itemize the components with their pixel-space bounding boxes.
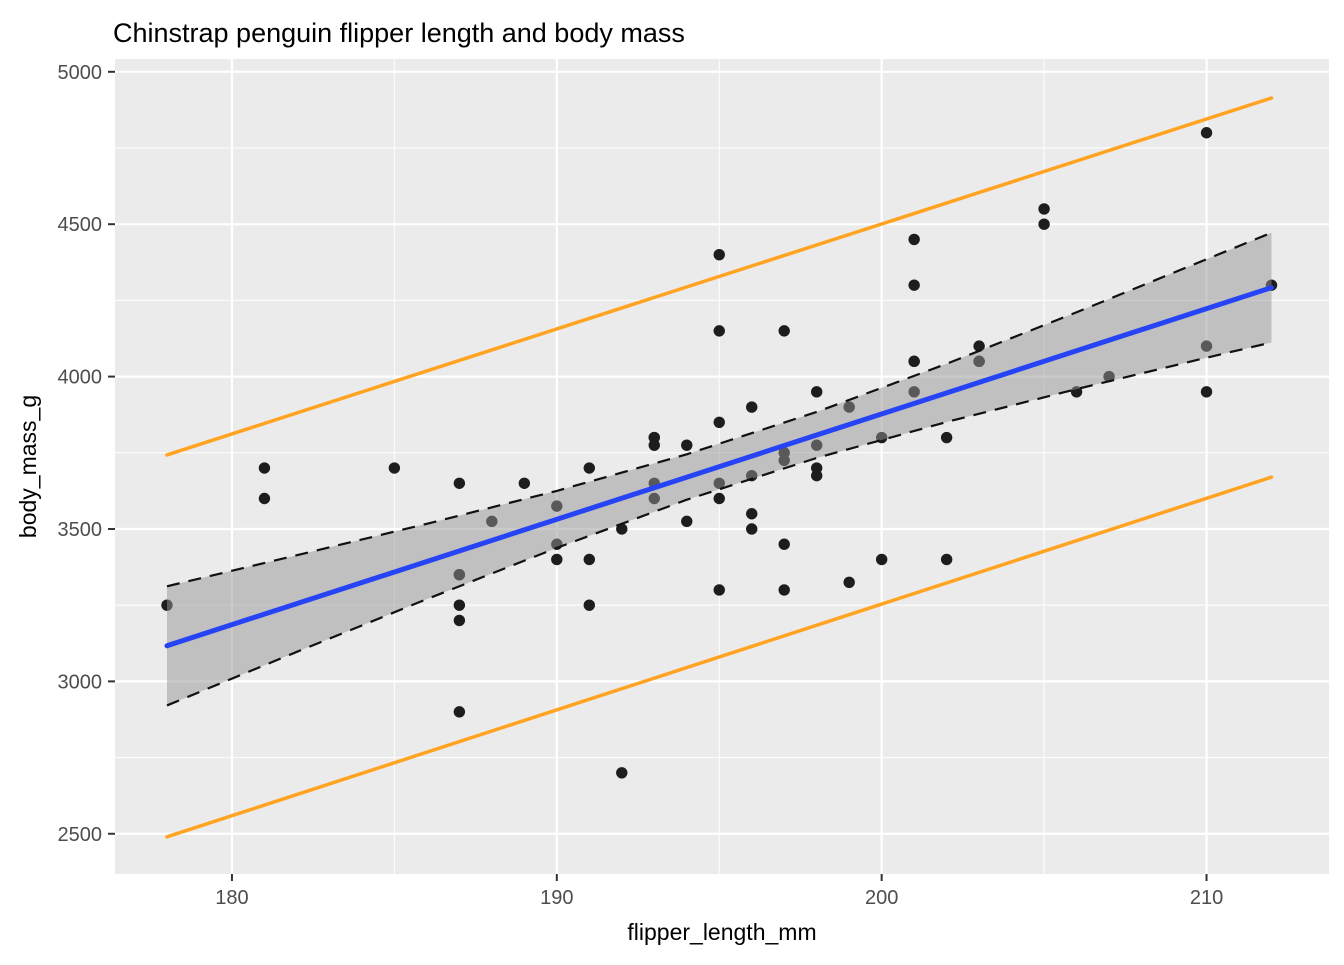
data-point bbox=[453, 599, 466, 611]
x-tick-label: 190 bbox=[540, 887, 573, 909]
y-tick-label: 4500 bbox=[58, 214, 103, 236]
data-point bbox=[258, 462, 271, 474]
data-point bbox=[713, 248, 725, 261]
data-point bbox=[843, 576, 855, 589]
data-point bbox=[453, 614, 466, 627]
data-point bbox=[810, 386, 823, 398]
plot-title: Chinstrap penguin flipper length and bod… bbox=[113, 18, 685, 48]
fit-lines-layer bbox=[164, 96, 1274, 839]
prediction-lower-line bbox=[165, 475, 1274, 839]
data-point bbox=[1038, 218, 1050, 230]
data-point bbox=[746, 523, 758, 535]
data-point bbox=[908, 355, 920, 368]
data-point bbox=[778, 584, 790, 596]
y-tick-label: 2500 bbox=[58, 824, 103, 846]
y-tick-label: 3000 bbox=[58, 671, 103, 693]
data-point bbox=[648, 439, 660, 451]
x-tick-label: 210 bbox=[1190, 887, 1223, 909]
y-tick-label: 3500 bbox=[58, 519, 103, 541]
data-point bbox=[1038, 203, 1050, 215]
data-point bbox=[258, 492, 271, 505]
data-point bbox=[551, 553, 563, 566]
data-point bbox=[908, 233, 920, 246]
data-point bbox=[616, 523, 628, 535]
data-point bbox=[453, 477, 466, 489]
y-tick-label: 4000 bbox=[58, 367, 103, 389]
axis-layer: 180 190 200 210 2500 3000 3500 4000 4500 5000 bbox=[58, 62, 1224, 909]
data-point bbox=[453, 706, 466, 718]
data-point bbox=[1200, 386, 1213, 398]
x-tick-label: 200 bbox=[865, 887, 898, 909]
data-point bbox=[713, 492, 725, 505]
data-point bbox=[616, 767, 628, 779]
data-point bbox=[583, 599, 595, 611]
confidence-band-lower-border bbox=[166, 341, 1272, 707]
data-point bbox=[940, 553, 953, 566]
data-point bbox=[810, 469, 823, 482]
data-point bbox=[518, 477, 531, 489]
y-tick-label: 5000 bbox=[58, 62, 103, 84]
confidence-band-upper-border bbox=[166, 231, 1272, 588]
data-point bbox=[1200, 127, 1213, 139]
regression-line bbox=[164, 285, 1274, 649]
data-point bbox=[713, 325, 725, 337]
y-axis-title: body_mass_g bbox=[15, 395, 41, 538]
data-point bbox=[778, 538, 790, 550]
data-point bbox=[388, 462, 401, 474]
data-point bbox=[713, 416, 725, 429]
data-point bbox=[908, 279, 920, 291]
data-point bbox=[681, 515, 693, 528]
data-point bbox=[746, 401, 758, 413]
prediction-upper-line bbox=[165, 96, 1274, 457]
x-axis-title: flipper_length_mm bbox=[627, 919, 816, 945]
data-point bbox=[746, 508, 758, 520]
data-point bbox=[583, 462, 595, 474]
data-point bbox=[778, 325, 790, 337]
data-point bbox=[875, 553, 888, 566]
data-point bbox=[681, 439, 693, 451]
data-point bbox=[713, 584, 725, 596]
x-tick-label: 180 bbox=[215, 887, 248, 909]
data-point bbox=[940, 431, 953, 444]
data-point bbox=[973, 340, 985, 352]
data-point bbox=[583, 553, 595, 566]
